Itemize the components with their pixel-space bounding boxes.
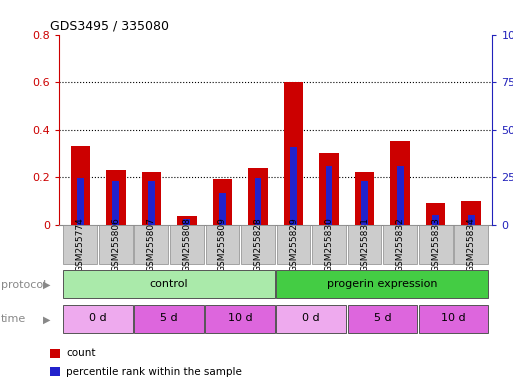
Text: GSM255806: GSM255806 [111, 217, 121, 272]
Text: 5 d: 5 d [373, 313, 391, 323]
Text: GSM255807: GSM255807 [147, 217, 156, 272]
Bar [50, 349, 61, 358]
Bar [390, 141, 410, 225]
Bar [170, 225, 204, 264]
Bar [241, 225, 275, 264]
Bar [50, 367, 61, 376]
Text: 10 d: 10 d [441, 313, 466, 323]
Bar [177, 216, 196, 225]
Bar [206, 225, 240, 264]
Bar [312, 225, 346, 264]
Bar [213, 179, 232, 225]
Bar [355, 172, 374, 225]
Text: 10 d: 10 d [228, 313, 252, 323]
Text: GSM255829: GSM255829 [289, 217, 298, 272]
Bar [184, 219, 190, 225]
Text: control: control [150, 278, 188, 288]
Text: GSM255833: GSM255833 [431, 217, 440, 272]
Text: progerin expression: progerin expression [327, 278, 438, 288]
Bar [112, 181, 119, 225]
Bar [277, 305, 346, 333]
Bar [468, 215, 475, 225]
Text: GSM255830: GSM255830 [325, 217, 333, 272]
Bar [64, 225, 97, 264]
Bar [419, 305, 488, 333]
Bar [63, 270, 275, 298]
Bar [455, 225, 488, 264]
Text: GSM255834: GSM255834 [467, 217, 476, 272]
Bar [219, 192, 226, 225]
Bar [461, 201, 481, 225]
Bar [426, 203, 445, 225]
Bar [77, 178, 84, 225]
Bar [277, 225, 310, 264]
Bar [142, 172, 161, 225]
Bar [397, 166, 404, 225]
Bar [383, 225, 417, 264]
Bar [254, 178, 262, 225]
Bar [106, 170, 126, 225]
Bar [277, 270, 488, 298]
Text: 5 d: 5 d [161, 313, 178, 323]
Bar [347, 305, 417, 333]
Bar [361, 181, 368, 225]
Bar [326, 166, 332, 225]
Text: percentile rank within the sample: percentile rank within the sample [66, 367, 242, 377]
Bar [63, 305, 133, 333]
Bar [99, 225, 133, 264]
Bar [348, 225, 382, 264]
Bar [205, 305, 275, 333]
Text: GSM255831: GSM255831 [360, 217, 369, 272]
Text: time: time [1, 314, 26, 324]
Text: ▶: ▶ [43, 280, 50, 290]
Text: GDS3495 / 335080: GDS3495 / 335080 [50, 19, 169, 32]
Text: GSM255808: GSM255808 [183, 217, 191, 272]
Bar [134, 225, 168, 264]
Bar [248, 168, 268, 225]
Text: GSM255832: GSM255832 [396, 217, 405, 272]
Bar [432, 215, 439, 225]
Bar [148, 181, 155, 225]
Text: count: count [66, 348, 96, 358]
Text: 0 d: 0 d [303, 313, 320, 323]
Text: ▶: ▶ [43, 314, 50, 324]
Text: protocol: protocol [1, 280, 46, 290]
Text: GSM255809: GSM255809 [218, 217, 227, 272]
Bar [319, 153, 339, 225]
Bar [134, 305, 204, 333]
Bar [71, 146, 90, 225]
Bar [419, 225, 452, 264]
Text: GSM255828: GSM255828 [253, 217, 263, 272]
Text: 0 d: 0 d [89, 313, 107, 323]
Text: GSM255774: GSM255774 [76, 217, 85, 272]
Bar [284, 82, 303, 225]
Bar [290, 147, 297, 225]
